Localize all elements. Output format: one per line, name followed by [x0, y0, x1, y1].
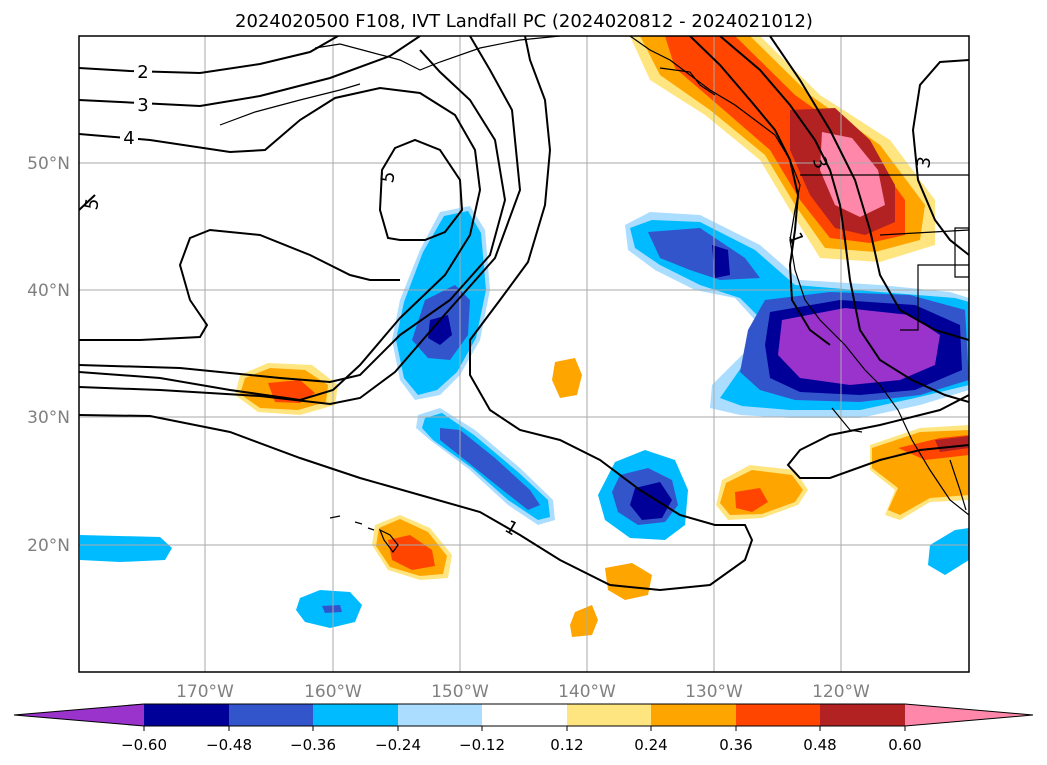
gridlines [79, 36, 969, 672]
negative-anomaly-mexico [928, 528, 969, 575]
contour-label: 3 [913, 155, 936, 170]
colorbar-ticks [143, 726, 906, 731]
colorbar-tick-label: −0.36 [290, 736, 336, 754]
contour-label: 3 [137, 95, 148, 116]
latitude-labels: 50°N 40°N 30°N 20°N [27, 154, 70, 556]
contour-label: 5 [377, 170, 400, 185]
lon-label: 130°W [685, 682, 743, 702]
colorbar-swatch [820, 704, 905, 726]
positive-anomaly-142w [552, 358, 582, 398]
colorbar-tick-labels: −0.60 −0.48 −0.36 −0.24 −0.12 0.12 0.24 … [121, 736, 922, 754]
colorbar-swatch [567, 704, 651, 726]
colorbar-swatch [144, 704, 229, 726]
colorbar-tick-label: 0.48 [803, 736, 836, 754]
colorbar-swatch [313, 704, 398, 726]
negative-core-160w [322, 605, 342, 613]
lat-label: 30°N [27, 408, 70, 428]
map-panel: 2 3 4 5 5 3 3 1 1 [78, 35, 970, 673]
lon-label: 120°W [812, 682, 870, 702]
colorbar-swatch [398, 704, 482, 726]
negative-anomaly-california [625, 212, 969, 418]
lat-label: 40°N [27, 281, 70, 301]
contour-label: 4 [123, 128, 134, 149]
positive-anomaly-137w [605, 563, 652, 600]
longitude-labels: 170°W 160°W 150°W 140°W 130°W 120°W [176, 682, 870, 702]
colorbar-tick-label: −0.24 [375, 736, 421, 754]
contour-label: 2 [137, 62, 148, 83]
map-title: 2024020500 F108, IVT Landfall PC (202402… [235, 11, 813, 32]
colorbar-tick-label: 0.12 [550, 736, 583, 754]
colorbar-tick-label: 0.24 [634, 736, 667, 754]
positive-anomaly-baja [870, 425, 969, 520]
lon-label: 150°W [431, 682, 489, 702]
contour-label: 5 [81, 197, 104, 212]
colorbar-tick-label: −0.48 [206, 736, 252, 754]
lon-label: 170°W [176, 682, 234, 702]
contour-label-bg [120, 127, 138, 147]
positive-anomaly-127w [716, 465, 808, 520]
filled-anomaly-layer [80, 36, 969, 637]
lon-label: 160°W [304, 682, 362, 702]
contour-label-bg [134, 94, 152, 114]
map-frame [78, 35, 970, 673]
colorbar-swatch [736, 704, 820, 726]
colorbar-tick-label: 0.60 [888, 736, 921, 754]
colorbar-under-arrow [14, 704, 144, 726]
colorbar: −0.60 −0.48 −0.36 −0.24 −0.12 0.12 0.24 … [13, 703, 1034, 754]
colorbar-over-arrow [905, 704, 1033, 726]
colorbar-tick-label: 0.36 [719, 736, 752, 754]
colorbar-swatch [482, 704, 567, 726]
lon-label: 140°W [558, 682, 616, 702]
negative-anomaly-135w [598, 450, 688, 540]
contour-label-group: 2 3 4 5 5 3 3 1 1 [81, 61, 936, 540]
negative-anomaly-band [416, 408, 555, 525]
lat-label: 20°N [27, 536, 70, 556]
contour-lines [79, 36, 969, 592]
contour-label-bg [134, 61, 152, 81]
colorbar-swatch [651, 704, 736, 726]
colorbar-tick-label: −0.60 [121, 736, 167, 754]
negative-anomaly-150w [392, 206, 490, 400]
positive-anomaly-hawaii [372, 515, 452, 580]
colorbar-swatch [229, 704, 313, 726]
colorbar-tick-label: −0.12 [459, 736, 505, 754]
negative-anomaly-west-edge [80, 535, 172, 562]
lat-label: 50°N [27, 154, 70, 174]
positive-anomaly-140w [570, 605, 598, 637]
